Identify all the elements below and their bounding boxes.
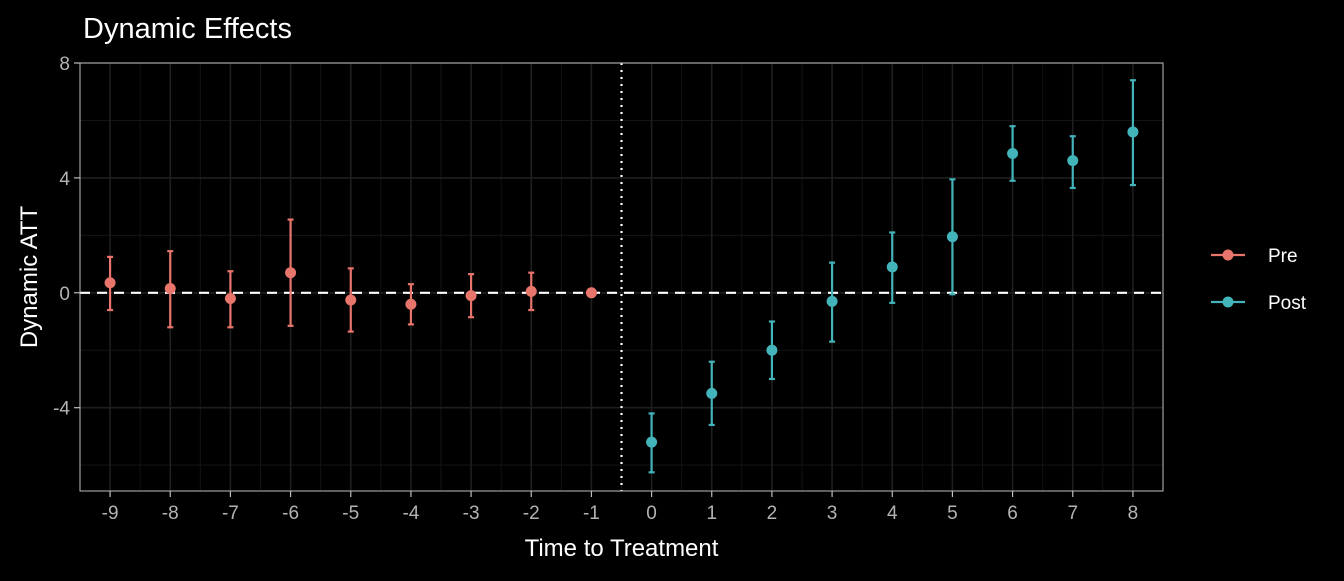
x-tick-label: -6 (282, 503, 299, 524)
y-tick-label: -4 (53, 399, 70, 420)
x-tick-label: -8 (162, 503, 179, 524)
legend-key-point (1222, 296, 1234, 308)
data-point (1067, 155, 1079, 167)
data-point (465, 290, 477, 302)
data-point (405, 298, 417, 310)
x-tick-label: 6 (1007, 503, 1018, 524)
x-tick-label: -3 (463, 503, 480, 524)
x-tick-label: 8 (1128, 503, 1139, 524)
data-point (345, 294, 357, 306)
data-point (585, 287, 597, 299)
x-tick-label: -4 (402, 503, 419, 524)
data-point (1007, 147, 1019, 159)
chart-title: Dynamic Effects (83, 13, 292, 45)
legend-key-point (1222, 249, 1234, 261)
legend-label: Post (1268, 293, 1307, 314)
legend-entry-post: Post (1211, 293, 1307, 314)
legend: Pre Post (1211, 246, 1307, 314)
data-point (826, 295, 838, 307)
x-axis: -9 -8 -7 -6 -5 -4 -3 -2 -1 0 1 2 3 4 5 6 7 8 (102, 491, 1139, 524)
x-tick-label: 0 (646, 503, 657, 524)
x-tick-label: -9 (102, 503, 119, 524)
x-tick-label: 2 (767, 503, 778, 524)
series-pre (104, 218, 597, 333)
x-tick-label: 4 (887, 503, 898, 524)
series-layer (104, 79, 1139, 474)
x-tick-label: 3 (827, 503, 838, 524)
legend-label: Pre (1268, 246, 1298, 267)
legend-entry-pre: Pre (1211, 246, 1298, 267)
data-point (706, 387, 718, 399)
y-axis-title: Dynamic ATT (16, 206, 43, 349)
x-tick-label: 7 (1067, 503, 1078, 524)
data-point (104, 277, 116, 289)
x-tick-label: 1 (706, 503, 717, 524)
series-post (646, 79, 1139, 474)
x-tick-label: 5 (947, 503, 958, 524)
x-tick-label: -7 (222, 503, 239, 524)
y-tick-label: 0 (59, 284, 70, 305)
data-point (646, 436, 658, 448)
data-point (525, 285, 537, 297)
data-point (1127, 126, 1139, 138)
y-tick-label: 4 (59, 169, 70, 190)
x-axis-title: Time to Treatment (525, 535, 719, 562)
y-axis: -4 0 4 8 (53, 54, 80, 420)
x-tick-label: -1 (583, 503, 600, 524)
x-tick-label: -5 (342, 503, 359, 524)
x-tick-label: -2 (523, 503, 540, 524)
panel-border (79, 62, 1164, 492)
grid-minor-lines (80, 63, 1163, 491)
data-point (224, 293, 236, 305)
y-tick-label: 8 (59, 54, 70, 75)
data-point (766, 344, 778, 356)
reference-lines (80, 63, 1163, 491)
data-point (886, 261, 898, 273)
data-point (285, 267, 297, 279)
data-point (164, 282, 176, 294)
data-point (946, 231, 958, 243)
